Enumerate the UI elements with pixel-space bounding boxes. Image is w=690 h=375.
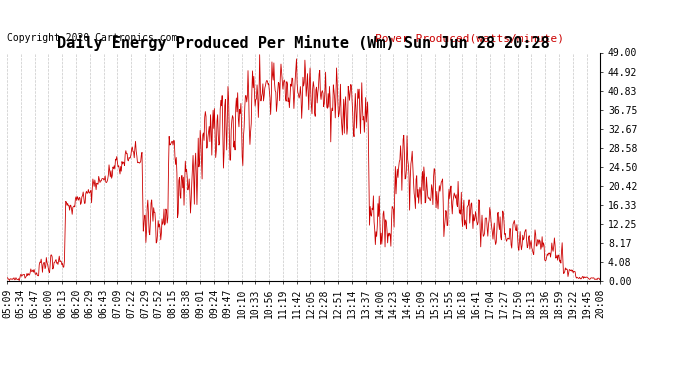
Text: Copyright 2020 Cartronics.com: Copyright 2020 Cartronics.com [7, 33, 177, 44]
Title: Daily Energy Produced Per Minute (Wm) Sun Jun 28 20:28: Daily Energy Produced Per Minute (Wm) Su… [57, 35, 550, 51]
Text: Power Produced(watts/minute): Power Produced(watts/minute) [375, 33, 564, 44]
